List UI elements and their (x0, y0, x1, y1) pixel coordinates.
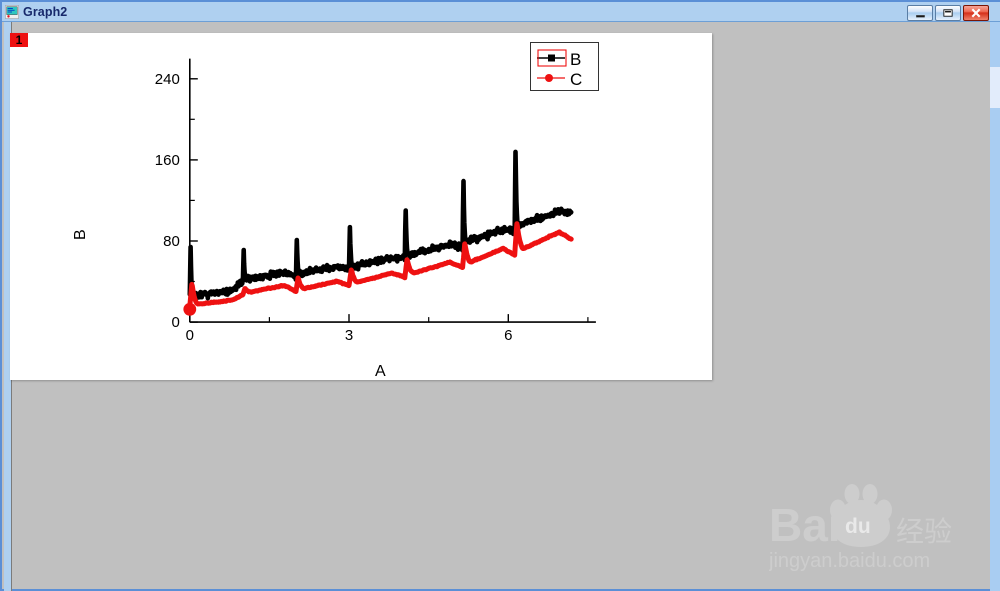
svg-text:3: 3 (345, 327, 353, 344)
svg-text:du: du (845, 515, 871, 538)
svg-text:Bai: Bai (769, 499, 841, 551)
svg-text:0: 0 (186, 327, 194, 344)
svg-text:B: B (570, 50, 581, 69)
svg-text:240: 240 (155, 71, 180, 88)
svg-text:160: 160 (155, 152, 180, 169)
svg-text:6: 6 (504, 327, 512, 344)
svg-text:80: 80 (163, 233, 180, 250)
svg-text:jingyan.baidu.com: jingyan.baidu.com (769, 550, 930, 572)
svg-text:0: 0 (171, 314, 179, 331)
svg-text:C: C (570, 70, 582, 89)
svg-text:经验: 经验 (896, 516, 952, 547)
